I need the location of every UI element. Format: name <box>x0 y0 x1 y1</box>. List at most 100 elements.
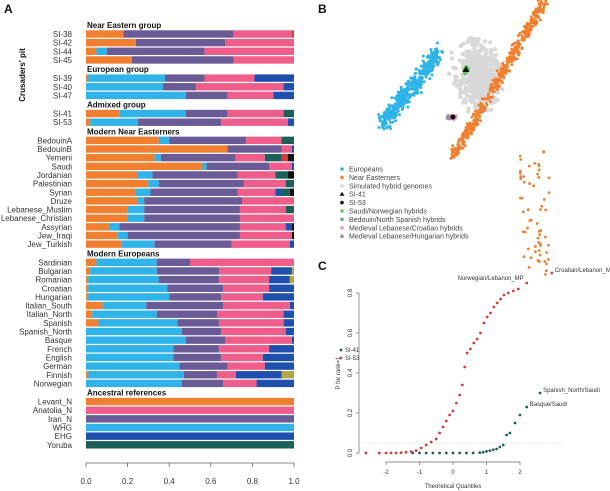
bar-segment-cyan <box>108 223 120 231</box>
european-point <box>422 80 426 84</box>
simulated-hybrid-point <box>460 42 465 47</box>
near-eastern-point <box>518 154 522 158</box>
near-eastern-point <box>470 132 474 136</box>
bar-segment-pink <box>225 38 294 47</box>
bar-segment-purple <box>167 284 224 292</box>
bar-segment-teal <box>285 205 294 214</box>
point-annotation: Croatian/Lebanon_MP <box>555 268 610 274</box>
qq-point-si-53 <box>448 413 452 417</box>
simulated-hybrid-point <box>476 36 481 42</box>
bar-segment-pink <box>217 371 236 379</box>
bar-segment-orange <box>86 38 136 47</box>
bar-segment-orange <box>86 214 128 222</box>
simulated-hybrid-point <box>460 58 466 63</box>
simulated-hybrid-point <box>484 108 490 113</box>
near-eastern-point <box>547 258 550 261</box>
simulated-hybrid-point <box>479 67 485 72</box>
bar-segment-pink <box>86 406 294 414</box>
near-eastern-point <box>536 9 540 13</box>
legend-marker-icon <box>340 167 344 171</box>
simulated-hybrid-point <box>458 94 463 100</box>
qq-point-si-53 <box>451 409 455 413</box>
row-label: Jew_Turkish <box>27 240 72 249</box>
european-point <box>429 56 433 60</box>
bar-segment-pink <box>223 379 257 388</box>
near-eastern-point <box>547 191 551 195</box>
x-tick-label: 0.6 <box>205 477 217 486</box>
near-eastern-point <box>494 77 498 81</box>
simulated-hybrid-point <box>472 50 477 55</box>
panel-label-c: C <box>318 259 327 273</box>
simulated-hybrid-point <box>473 101 478 106</box>
legend-marker-icon <box>339 356 343 360</box>
near-eastern-point <box>545 2 549 6</box>
bar-segment-pink <box>246 136 282 145</box>
near-eastern-point <box>505 59 509 63</box>
simulated-hybrid-point <box>465 39 470 45</box>
qq-point-si-41 <box>513 421 517 425</box>
near-eastern-point <box>545 262 548 266</box>
simulated-hybrid-point <box>483 47 489 53</box>
simulated-hybrid-point <box>486 56 491 61</box>
european-point <box>401 90 405 94</box>
near-eastern-point <box>450 152 454 156</box>
x-tick-label: 1.0 <box>288 477 300 486</box>
european-point <box>413 82 417 86</box>
near-eastern-point <box>519 175 523 178</box>
qq-point-si-41 <box>488 449 492 452</box>
group-title: European group <box>87 65 149 74</box>
bar-segment-purple <box>158 179 245 188</box>
bar-segment-purple <box>106 47 205 55</box>
near-eastern-point <box>544 269 548 273</box>
near-eastern-point <box>517 45 521 49</box>
bar-segment-purple <box>86 415 294 423</box>
bar-segment-orange <box>86 153 155 162</box>
near-eastern-point <box>518 169 522 173</box>
near-eastern-point <box>519 177 523 180</box>
near-eastern-point <box>536 172 540 176</box>
group-title: Ancestral references <box>87 389 167 398</box>
european-point <box>435 41 439 45</box>
near-eastern-point <box>533 245 537 248</box>
qq-point-si-53 <box>482 321 486 325</box>
bar-segment-pink <box>239 231 292 240</box>
near-eastern-point <box>482 97 486 101</box>
bar-segment-purple <box>135 38 226 47</box>
legend-marker-icon <box>340 200 344 205</box>
european-point <box>421 54 425 58</box>
bar-segment-purple <box>144 197 242 205</box>
bar-segment-pink <box>237 188 276 196</box>
bar-segment-cyan <box>98 319 178 327</box>
qq-point-si-53 <box>364 451 368 455</box>
near-eastern-point <box>537 249 541 252</box>
bar-segment-purple <box>183 371 218 379</box>
bar-segment-teal <box>281 136 294 145</box>
bar-segment-purple <box>156 258 190 266</box>
bar-segment-cyan <box>202 162 207 170</box>
legend-label: SI-41 <box>349 192 366 199</box>
near-eastern-point <box>516 52 520 56</box>
legend-marker-icon <box>339 191 345 196</box>
near-eastern-point <box>532 21 536 25</box>
near-eastern-point <box>520 30 524 34</box>
qq-point-si-53 <box>499 297 502 301</box>
bar-segment-pink <box>231 240 290 248</box>
bar-segment-cyan <box>135 188 151 196</box>
simulated-hybrid-point <box>493 52 499 58</box>
bar-segment-blue <box>262 353 294 362</box>
bar-segment-cyan <box>117 231 128 240</box>
bar-segment-orange <box>86 109 120 118</box>
qq-point-si-53 <box>438 431 441 435</box>
near-eastern-point <box>542 150 546 154</box>
bar-segment-cyan <box>121 240 155 248</box>
near-eastern-point <box>522 175 526 178</box>
qq-point-si-53 <box>409 450 413 453</box>
near-eastern-point <box>492 90 496 94</box>
bar-segment-blue <box>86 432 294 440</box>
near-eastern-point <box>498 84 502 88</box>
bar-segment-blue <box>269 284 294 292</box>
bar-segment-cyan <box>90 267 157 275</box>
near-eastern-point <box>502 75 506 79</box>
bar-segment-pink <box>227 109 284 118</box>
bar-segment-pink <box>269 162 292 170</box>
